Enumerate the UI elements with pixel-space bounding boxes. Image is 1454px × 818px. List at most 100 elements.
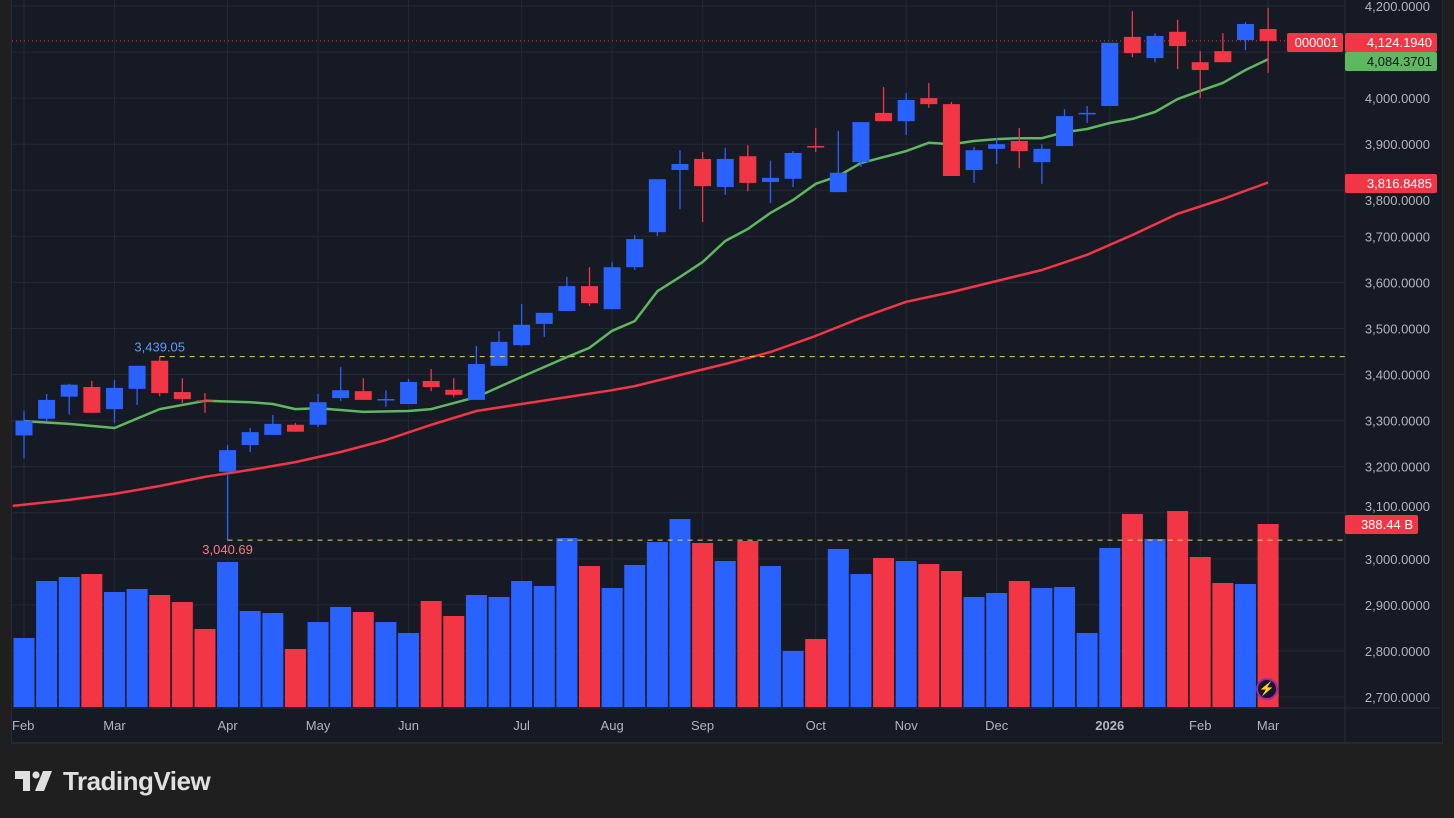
symbol-tag: 000001 — [1287, 33, 1343, 52]
volume-bar — [1144, 539, 1166, 707]
brand-name: TradingView — [63, 766, 211, 796]
moving-average-slow-line — [12, 181, 1269, 508]
candle-body — [942, 104, 960, 176]
volume-bar — [692, 543, 714, 707]
x-tick-label: 2026 — [1095, 718, 1124, 733]
y-tick-label: 4,000.0000 — [1365, 91, 1430, 106]
volume-bar — [375, 622, 397, 707]
candle-body — [1123, 36, 1141, 53]
x-tick-label: Dec — [985, 718, 1009, 733]
candle-body — [988, 144, 1006, 149]
volume-bar — [511, 581, 533, 707]
candle-body — [83, 386, 101, 413]
candle-body — [1236, 23, 1254, 41]
candle-body — [739, 156, 757, 183]
x-tick-label: Jul — [513, 718, 530, 733]
candle-body — [829, 172, 847, 193]
candle-body — [105, 387, 123, 410]
candle-body — [264, 423, 282, 435]
volume-bar — [737, 540, 759, 707]
candle-body — [1056, 116, 1074, 147]
x-tick-label: Apr — [217, 718, 238, 733]
y-tick-label: 3,500.0000 — [1365, 321, 1430, 336]
candle-body — [309, 402, 327, 425]
candle-body — [332, 390, 350, 399]
volume-bar — [918, 564, 940, 707]
candle-body — [784, 152, 802, 179]
volume-bar — [171, 601, 193, 707]
candle-body — [1033, 148, 1051, 163]
volume-bar — [149, 595, 171, 707]
volume-bar — [126, 588, 148, 707]
volume-bar — [646, 542, 668, 707]
last-price-tag: 4,124.1940 — [1345, 33, 1437, 52]
volume-bar — [307, 622, 329, 707]
candle-body — [648, 179, 666, 233]
candle-body — [60, 384, 78, 397]
x-tick-label: Mar — [103, 718, 126, 733]
candle-body — [1214, 51, 1232, 63]
candle-body — [15, 420, 33, 436]
candle-body — [1146, 35, 1164, 59]
candle-body — [151, 360, 169, 393]
volume-bar — [262, 613, 284, 707]
x-tick-label: Oct — [806, 718, 827, 733]
volume-bar — [963, 596, 985, 707]
candle-body — [694, 158, 712, 187]
x-tick-label: Sep — [691, 718, 714, 733]
volume-bar — [714, 561, 736, 707]
volume-bar — [284, 649, 306, 707]
lightning-icon[interactable]: ⚡ — [1256, 678, 1278, 700]
x-tick-label: Aug — [601, 718, 624, 733]
candle-body — [603, 267, 621, 310]
candle-body — [241, 432, 259, 446]
volume-bar — [13, 637, 35, 707]
y-tick-label: 2,800.0000 — [1365, 644, 1430, 659]
candle-body — [1078, 112, 1096, 115]
volume-bar — [579, 565, 600, 707]
candle-body — [196, 400, 214, 402]
candle-body — [1259, 29, 1277, 41]
volume-bar — [1167, 511, 1189, 707]
volume-bar — [556, 538, 578, 707]
volume-bar — [601, 587, 623, 707]
volume-bar — [873, 557, 895, 707]
moving-average-fast-line — [23, 58, 1269, 430]
volume-bar — [81, 574, 103, 707]
y-tick-label: 4,200.0000 — [1365, 0, 1430, 14]
candle-body — [513, 324, 531, 346]
volume-bar — [805, 639, 827, 707]
volume-bar — [1121, 513, 1143, 707]
volume-bar — [1212, 583, 1234, 707]
volume-bar — [443, 615, 465, 707]
tradingview-logo[interactable]: TradingView — [15, 766, 211, 797]
y-tick-label: 2,700.0000 — [1365, 690, 1430, 705]
level-label: 3,040.69 — [202, 542, 253, 557]
y-tick-label: 3,800.0000 — [1365, 193, 1430, 208]
candle-body — [354, 391, 372, 400]
volume-bar — [420, 600, 442, 707]
volume-bar — [759, 565, 781, 707]
ma-fast-value-tag: 4,084.3701 — [1345, 52, 1437, 71]
volume-bar — [827, 548, 849, 707]
candle-body — [852, 122, 870, 163]
y-tick-label: 3,900.0000 — [1365, 137, 1430, 152]
volume-bar — [239, 610, 261, 707]
y-tick-label: 3,000.0000 — [1365, 552, 1430, 567]
level-label: 3,439.05 — [134, 340, 185, 355]
volume-bar — [58, 577, 80, 707]
volume-bar — [669, 519, 691, 707]
candle-body — [467, 363, 485, 400]
x-tick-label: May — [306, 718, 331, 733]
volume-bar — [194, 628, 216, 707]
candle-body — [965, 150, 983, 171]
y-tick-label: 3,300.0000 — [1365, 414, 1430, 429]
candle-body — [1191, 62, 1209, 71]
candle-body — [535, 312, 553, 324]
volume-bar — [36, 581, 58, 707]
y-tick-label: 2,900.0000 — [1365, 598, 1430, 613]
candle-body — [286, 424, 304, 432]
volume-bar — [986, 592, 1008, 707]
volume-bar — [940, 570, 962, 707]
